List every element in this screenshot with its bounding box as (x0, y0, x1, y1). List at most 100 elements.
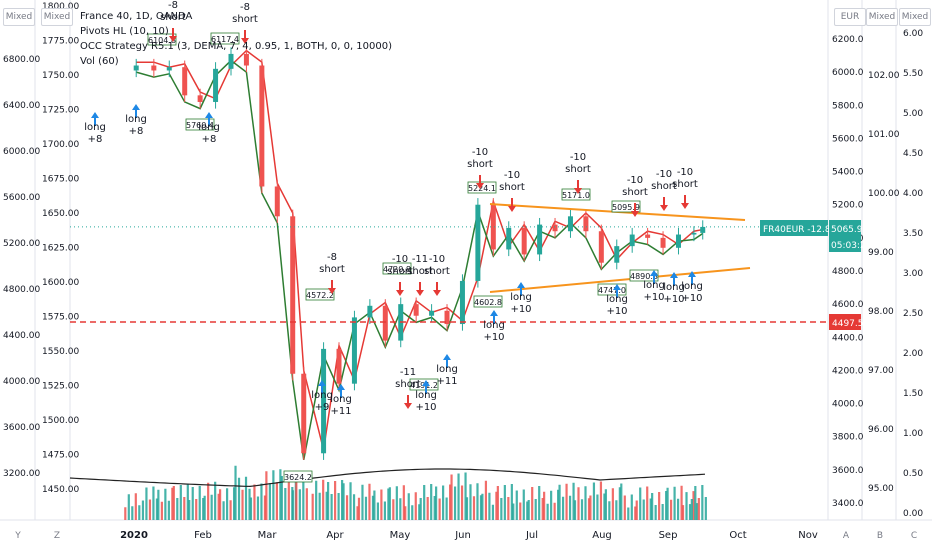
candle-body (614, 246, 620, 263)
left-axis-2-tick: 6800.00 (3, 55, 40, 65)
candle-body (675, 234, 681, 248)
mixed-button-right-1[interactable]: Mixed (866, 8, 898, 26)
signal-label: short (651, 181, 677, 192)
volume-bar (577, 487, 580, 520)
right-axis-tick: 97.00 (868, 366, 894, 376)
volume-bar (291, 490, 294, 520)
volume-bar (484, 480, 488, 520)
support-label-bg (829, 314, 861, 330)
candle-body (490, 204, 496, 250)
volume-bar (603, 493, 606, 520)
volume-bar (207, 482, 210, 520)
mixed-button-left-2[interactable]: Mixed (41, 8, 73, 26)
right-axis-tick: 95.00 (868, 484, 894, 494)
candle-body (259, 65, 265, 187)
axis-a-button[interactable]: A (842, 531, 850, 541)
signal-label: long (415, 390, 437, 401)
volume-bar (618, 487, 621, 520)
mixed-button-right-2[interactable]: Mixed (899, 8, 931, 26)
candle-body (382, 305, 388, 341)
pivot-label: 5760.4 (186, 121, 214, 130)
left-axis-2-tick: 4400.00 (3, 331, 40, 341)
volume-bar (141, 500, 145, 520)
volume-bar (488, 492, 491, 520)
currency-button[interactable]: EUR (834, 8, 866, 26)
signal-qty: +10 (415, 402, 436, 413)
long-signal-arrow (688, 271, 696, 285)
signal-label: long (663, 282, 685, 293)
volume-bar (315, 480, 318, 520)
axis-y-button[interactable]: Y (15, 531, 21, 541)
volume-bar (445, 497, 448, 520)
volume-bar (183, 497, 186, 520)
pivot-label: 5171.0 (562, 191, 590, 200)
short-signal-arrow (508, 198, 516, 212)
volume-bar (217, 493, 220, 520)
volume-bar (423, 485, 426, 520)
signal-label: short (565, 164, 591, 175)
axis-c-button[interactable]: C (910, 531, 918, 541)
volume-bar (134, 493, 137, 520)
right-axis-2-tick: 2.50 (903, 309, 923, 319)
candle-body (691, 232, 697, 235)
pivot-label: 5224.1 (468, 184, 496, 193)
volume-bar (157, 489, 160, 520)
volume-bar (522, 489, 525, 520)
signal-qty: -8 (240, 2, 250, 13)
signal-qty: +10 (681, 293, 702, 304)
volume-bar (195, 499, 198, 520)
legend-vol[interactable]: Vol (60) (80, 56, 119, 67)
signal-qty: -11 (412, 254, 428, 265)
volume-bar (305, 488, 308, 520)
volume-bar (248, 488, 251, 520)
long-signal-arrow (205, 112, 213, 126)
right-axis-2-tick: 1.00 (903, 429, 923, 439)
volume-bar (155, 498, 159, 520)
price-axis-tick: 5800.0 (832, 101, 864, 111)
candle-body (583, 216, 589, 232)
price-axis-tick: 5600.0 (832, 134, 864, 144)
volume-bar (676, 498, 680, 520)
volume-bar (615, 500, 618, 520)
legend-strategy[interactable]: OCC Strategy R5.1 (3, DEMA, 7, 4, 0.95, … (80, 41, 393, 52)
pivot-label-box (629, 269, 659, 282)
volume-bar (298, 489, 301, 520)
volume-bar (460, 485, 464, 520)
price-axis-tick: 5200.0 (832, 201, 864, 211)
volume-bar (599, 481, 603, 520)
volume-bar (450, 474, 453, 520)
candle-body (660, 237, 666, 248)
volume-bar (496, 486, 499, 520)
right-axis-2-tick: 4.00 (903, 189, 923, 199)
axis-z-button[interactable]: Z (53, 531, 61, 541)
volume-bar (557, 489, 560, 520)
legend-pivots[interactable]: Pivots HL (10, 10) (80, 26, 169, 37)
volume-bar (654, 505, 657, 520)
volume-bar (256, 496, 260, 520)
pivot-label: 4720.8 (383, 265, 411, 274)
candle-body (429, 310, 435, 316)
volume-bar (701, 485, 704, 520)
signal-label: long (681, 281, 703, 292)
price-axis-tick: 4600.0 (832, 300, 864, 310)
axis-b-button[interactable]: B (876, 531, 884, 541)
time-axis-tick: Jul (525, 530, 538, 541)
right-axis-2-tick: 5.50 (903, 69, 923, 79)
signal-label: short (622, 187, 648, 198)
candle-body (459, 280, 465, 325)
short-signal-arrow (433, 282, 441, 296)
volume-bar (249, 497, 253, 520)
volume-bar (214, 481, 217, 520)
pivot-label-box (611, 200, 641, 213)
volume-bar (688, 504, 692, 520)
candle-body (700, 226, 706, 233)
volume-bar (302, 476, 305, 520)
legend-symbol[interactable]: France 40, 1D, OANDA (80, 11, 193, 22)
volume-bar (191, 487, 194, 520)
short-signal-arrow (631, 203, 639, 217)
short-signal-arrow (574, 180, 582, 194)
volume-bar (495, 491, 498, 520)
mixed-button-left-1[interactable]: Mixed (3, 8, 35, 26)
volume-bar (666, 487, 669, 520)
